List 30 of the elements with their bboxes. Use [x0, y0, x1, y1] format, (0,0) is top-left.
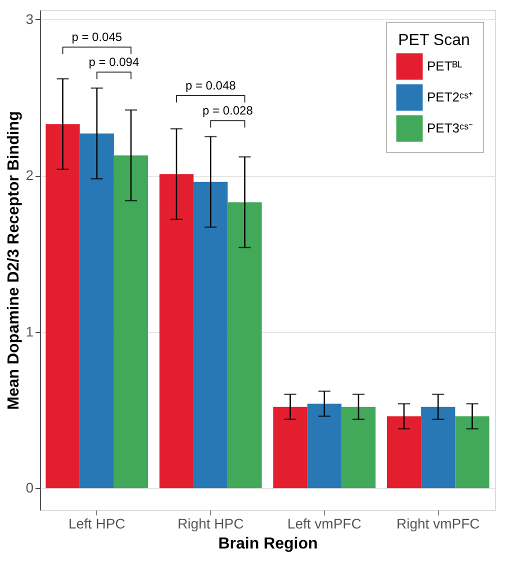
bar — [341, 406, 376, 488]
bar — [46, 124, 80, 488]
annotation: p = 0.028 — [202, 104, 254, 118]
bar — [273, 406, 308, 488]
annotation: p = 0.094 — [88, 55, 140, 70]
y-tick-label: 1 — [26, 323, 34, 340]
bar — [386, 416, 422, 488]
legend-title: PET Scan — [398, 32, 470, 49]
y-tick-label: 2 — [26, 167, 34, 184]
bar — [421, 406, 456, 488]
annotation: p = 0.048 — [185, 78, 236, 93]
bar — [228, 202, 262, 488]
bar — [455, 416, 490, 488]
bar — [194, 182, 228, 488]
y-axis-title: Mean Dopamine D2/3 Receptor Binding — [6, 111, 23, 410]
y-tick-label: 0 — [26, 480, 34, 496]
bar — [114, 155, 148, 488]
x-axis-title: Brain Region — [218, 536, 318, 552]
x-tick-label: Right HPC — [178, 516, 244, 532]
bar — [307, 404, 342, 488]
x-tick-label: Right vmPFC — [396, 516, 480, 532]
y-tick-label: 3 — [26, 10, 34, 27]
bar — [80, 133, 114, 488]
annotation: p = 0.045 — [72, 30, 122, 44]
legend-label: PET2ᶜˢ⁺ — [427, 90, 473, 104]
legend-label: PET3ᶜˢ⁻ — [427, 120, 473, 136]
bar — [159, 174, 194, 488]
legend-label: PETᴮᴸ — [427, 58, 463, 74]
x-tick-label: Left vmPFC — [287, 516, 362, 532]
x-tick-label: Left HPC — [68, 516, 126, 532]
